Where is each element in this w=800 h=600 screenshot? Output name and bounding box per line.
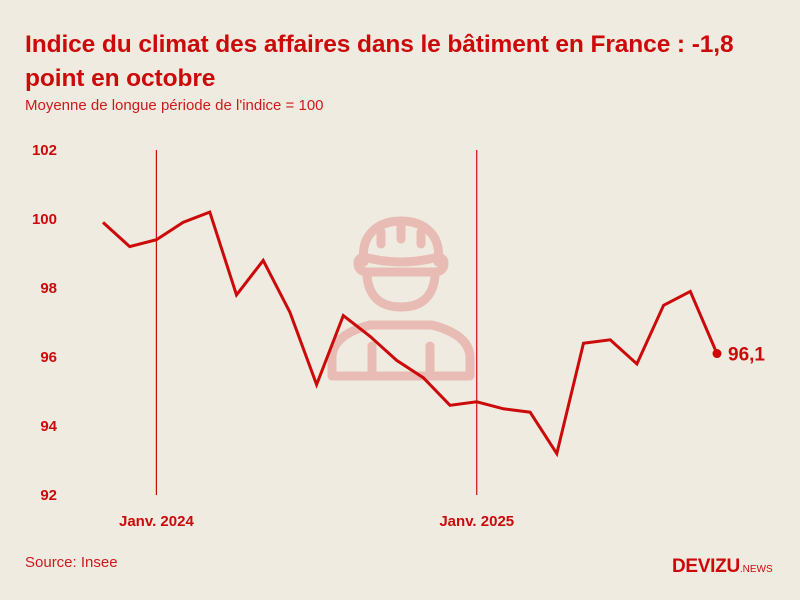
- y-tick-label: 100: [32, 211, 57, 228]
- logo-main: DEVIZU: [672, 556, 740, 577]
- y-axis: 102 100 98 96 94 92: [32, 142, 58, 504]
- x-tick-label: Janv. 2025: [439, 513, 514, 530]
- end-value-label: 96,1: [728, 345, 765, 366]
- construction-worker-icon: [327, 216, 475, 381]
- chart-subtitle: Moyenne de longue période de l'indice = …: [25, 97, 324, 114]
- chart-title: Indice du climat des affaires dans le bâ…: [25, 31, 734, 92]
- source-note: Source: Insee: [25, 554, 118, 571]
- x-axis-markers: Janv. 2024 Janv. 2025: [119, 150, 514, 530]
- brand-logo[interactable]: DEVIZU.NEWS: [672, 556, 773, 578]
- end-point-marker: [712, 349, 722, 359]
- logo-suffix: .NEWS: [739, 564, 773, 575]
- y-tick-label: 96: [40, 349, 57, 366]
- y-tick-label: 92: [40, 487, 57, 504]
- y-tick-label: 98: [40, 280, 57, 297]
- annotation-layer: 96,1: [712, 345, 765, 366]
- series-line: [101, 210, 719, 458]
- y-tick-label: 102: [32, 142, 57, 159]
- series-layer: [101, 210, 719, 458]
- x-tick-label: Janv. 2024: [119, 513, 194, 530]
- y-tick-label: 94: [40, 418, 57, 435]
